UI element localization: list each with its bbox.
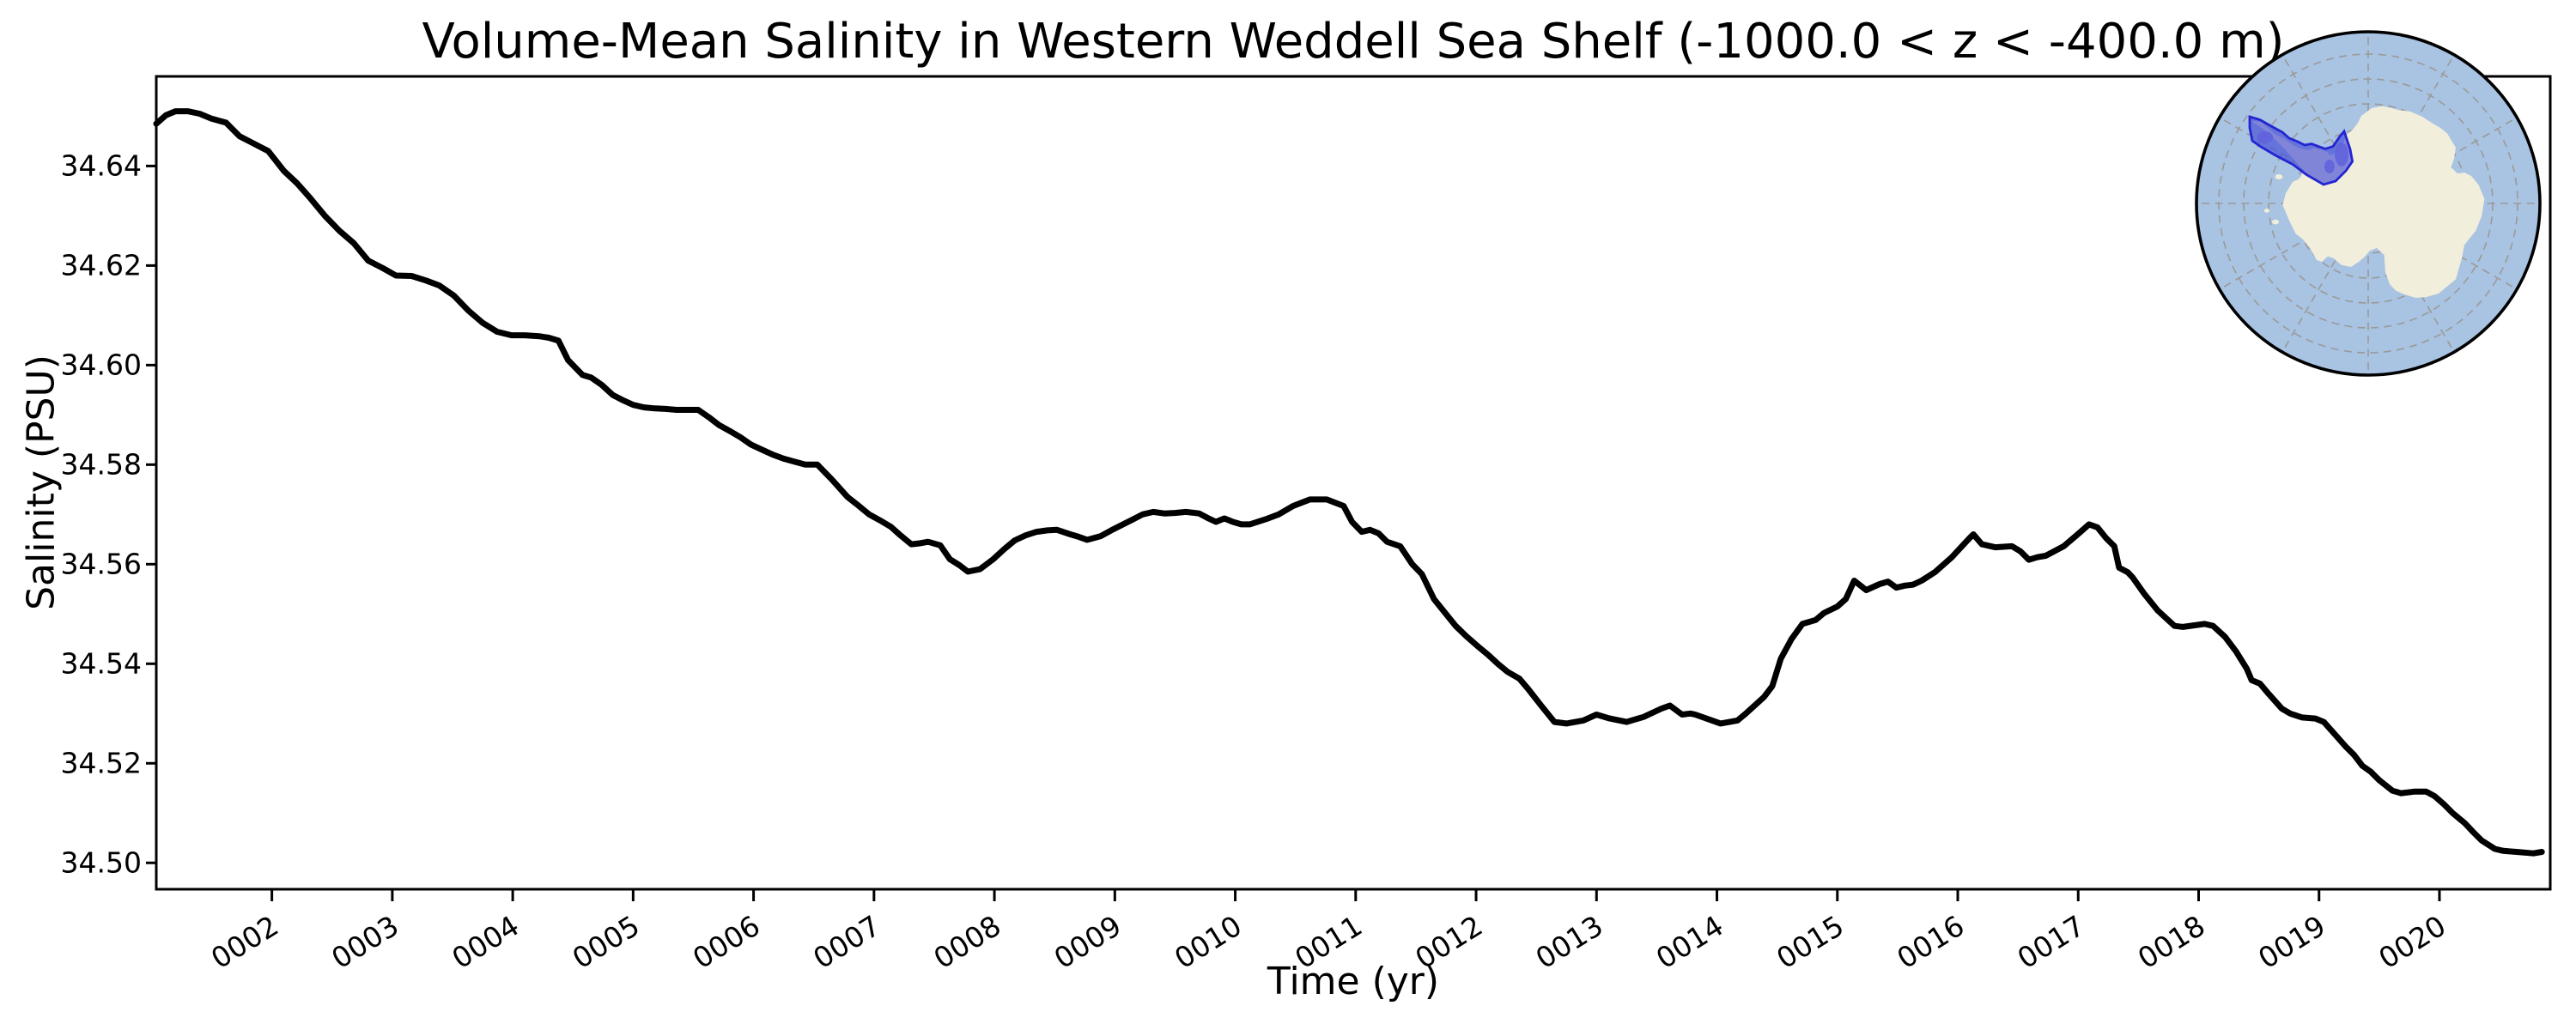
x-tick-label: 0002	[205, 909, 284, 976]
x-tick-label: 0011	[1289, 909, 1368, 976]
x-tick-label: 0016	[1891, 909, 1970, 976]
study-region-highlight	[2248, 115, 2354, 186]
offshore-islands	[2263, 174, 2335, 225]
y-tick-label: 34.54	[61, 646, 142, 680]
x-tick-label: 0008	[927, 909, 1006, 976]
x-tick-label: 0013	[1530, 909, 1609, 976]
y-tick-label: 34.52	[61, 746, 142, 779]
x-tick-label: 0003	[325, 909, 404, 976]
x-tick-label: 0015	[1771, 909, 1850, 976]
salinity-line	[153, 108, 2545, 857]
map-rim	[2195, 30, 2542, 377]
x-tick-label: 0004	[446, 909, 525, 976]
y-tick-label: 34.60	[61, 348, 142, 381]
antarctica-inset-map	[2195, 30, 2542, 377]
x-tick-label: 0006	[687, 909, 766, 976]
y-tick-label: 34.58	[61, 447, 142, 481]
y-tick-label: 34.62	[61, 248, 142, 282]
axis-ticks	[146, 164, 2441, 901]
x-tick-label: 0017	[2012, 909, 2091, 976]
x-tick-label: 0005	[567, 909, 646, 976]
y-tick-label: 34.50	[61, 845, 142, 879]
x-axis-label: Time (yr)	[1267, 960, 1440, 1003]
y-tick-label: 34.56	[61, 547, 142, 580]
x-tick-label: 0019	[2252, 909, 2331, 976]
plot-area	[155, 75, 2552, 891]
x-tick-label: 0010	[1169, 909, 1248, 976]
chart-title: Volume-Mean Salinity in Western Weddell …	[422, 14, 2285, 70]
x-tick-label: 0018	[2132, 909, 2211, 976]
axis-tick-labels: 0002 0003 0004 0005 0006 0007 0008 0009 0010 0011…	[61, 148, 2452, 975]
y-tick-label: 34.64	[61, 148, 142, 182]
x-tick-label: 0020	[2372, 909, 2451, 976]
x-tick-label: 0009	[1048, 909, 1127, 976]
x-tick-label: 0007	[807, 909, 886, 976]
x-tick-label: 0012	[1409, 909, 1488, 976]
x-tick-label: 0014	[1650, 909, 1729, 976]
